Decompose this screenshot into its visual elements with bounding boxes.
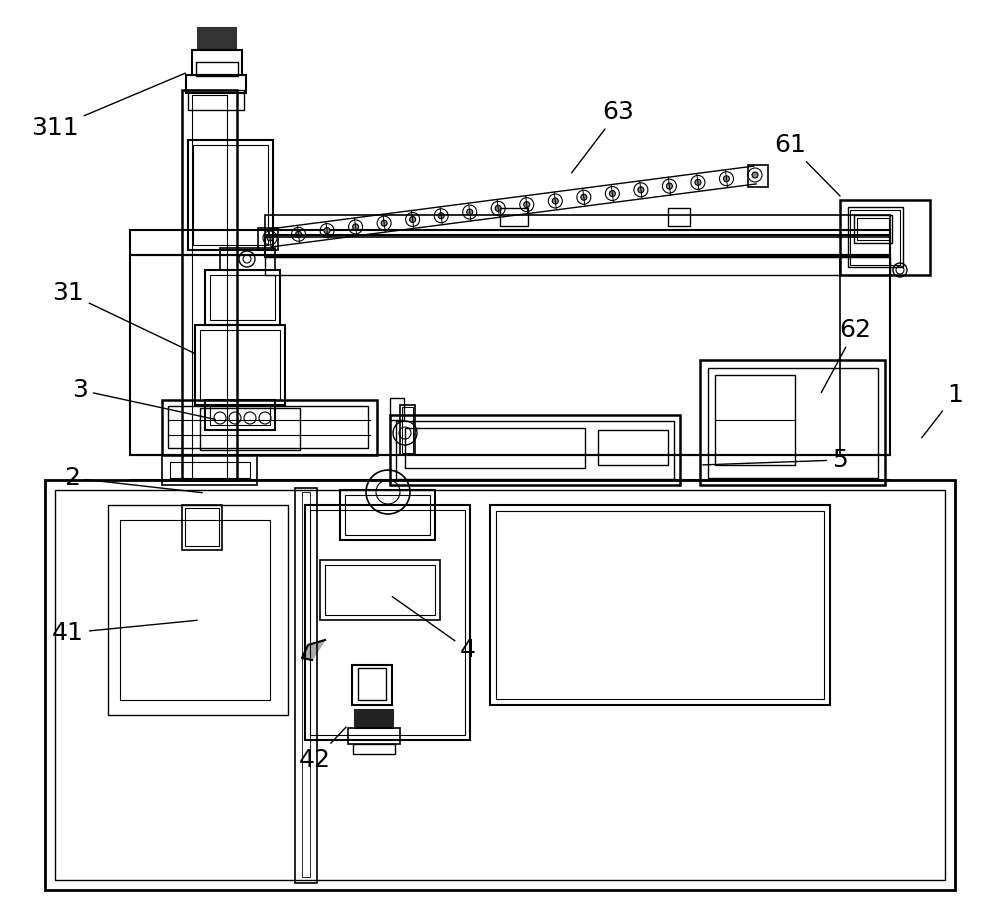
Text: 61: 61 [774, 133, 840, 196]
Bar [205, 270, 280, 325]
Text: 63: 63 [572, 100, 634, 173]
Bar [130, 255, 890, 455]
Circle shape [752, 172, 758, 178]
Circle shape [296, 231, 302, 237]
Bar [170, 462, 250, 478]
Bar [196, 62, 238, 76]
Bar [130, 230, 890, 255]
Bar [598, 430, 668, 465]
Circle shape [581, 194, 587, 200]
Text: 31: 31 [52, 281, 195, 354]
Bar [186, 75, 246, 93]
Bar [708, 368, 878, 478]
Circle shape [666, 184, 672, 189]
Bar [162, 400, 377, 455]
Bar [295, 488, 317, 883]
Bar [182, 90, 237, 480]
Bar [188, 90, 244, 110]
Bar [348, 728, 400, 744]
Bar [265, 257, 890, 275]
Text: 5: 5 [703, 448, 848, 472]
Bar [668, 208, 690, 226]
Bar [192, 95, 227, 480]
Bar [496, 511, 824, 699]
Bar [192, 50, 242, 75]
Bar [857, 218, 889, 240]
Bar [748, 165, 768, 187]
Circle shape [438, 213, 444, 219]
Circle shape [267, 235, 273, 241]
Bar [198, 28, 236, 50]
Circle shape [524, 202, 530, 207]
Bar [840, 200, 930, 275]
Bar [55, 490, 945, 880]
Bar [168, 406, 368, 448]
Bar [854, 215, 892, 243]
Bar [325, 565, 435, 615]
Bar [396, 421, 674, 479]
Polygon shape [302, 640, 325, 660]
Bar [850, 210, 900, 265]
Bar [162, 455, 257, 485]
Bar [500, 208, 528, 226]
Circle shape [353, 224, 359, 230]
Circle shape [467, 209, 473, 215]
Bar [310, 510, 465, 735]
Circle shape [381, 220, 387, 226]
Text: 2: 2 [64, 466, 202, 493]
Bar [402, 407, 413, 453]
Bar [195, 325, 285, 405]
Bar [108, 505, 288, 715]
Bar [355, 710, 393, 728]
Bar [490, 505, 830, 705]
Bar [265, 215, 890, 237]
Circle shape [723, 175, 729, 182]
Circle shape [695, 180, 701, 185]
Bar [405, 428, 585, 468]
Text: 4: 4 [392, 596, 476, 662]
Bar [305, 505, 470, 740]
Bar [210, 405, 270, 425]
Bar [352, 665, 392, 705]
Text: 41: 41 [52, 620, 197, 645]
Bar [185, 508, 219, 546]
Bar [400, 405, 415, 455]
Bar [210, 275, 275, 320]
Bar [390, 415, 680, 485]
Bar [848, 207, 903, 267]
Bar [200, 408, 300, 450]
Text: 3: 3 [72, 378, 215, 419]
Text: 42: 42 [299, 727, 346, 772]
Circle shape [609, 191, 615, 196]
Bar [700, 360, 885, 485]
Bar [340, 490, 435, 540]
Bar [205, 400, 275, 430]
Circle shape [324, 227, 330, 234]
Text: 311: 311 [31, 73, 185, 140]
Text: 62: 62 [821, 318, 871, 393]
Bar [320, 560, 440, 620]
Bar [390, 398, 404, 420]
Text: 1: 1 [922, 383, 963, 438]
Circle shape [410, 216, 416, 223]
Bar [188, 140, 273, 250]
Bar [840, 255, 890, 455]
Bar [265, 235, 890, 257]
Bar [182, 505, 222, 550]
Circle shape [552, 198, 558, 204]
Bar [715, 375, 795, 465]
Bar [258, 228, 278, 250]
Bar [120, 520, 270, 700]
Bar [200, 330, 280, 400]
Bar [193, 145, 268, 245]
Bar [220, 248, 275, 270]
Circle shape [638, 187, 644, 193]
Bar [345, 495, 430, 535]
Bar [45, 480, 955, 890]
Bar [353, 744, 395, 754]
Bar [358, 668, 386, 700]
Bar [302, 492, 310, 877]
Circle shape [495, 205, 501, 211]
